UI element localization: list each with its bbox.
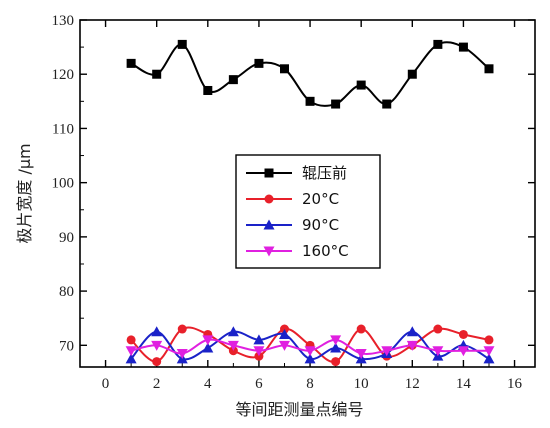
legend-label: 辊压前 — [302, 164, 347, 182]
series-2-point — [483, 353, 495, 364]
series-1-point — [126, 335, 136, 345]
y-tick-label: 90 — [59, 230, 74, 246]
y-tick-label: 70 — [59, 338, 74, 354]
series-0-point — [126, 58, 136, 68]
y-tick-label: 100 — [52, 176, 75, 192]
x-tick-label: 10 — [354, 376, 369, 392]
x-tick-label: 6 — [255, 376, 263, 392]
legend-marker — [263, 246, 275, 257]
y-tick-label: 80 — [59, 284, 74, 300]
series-1-point — [177, 324, 187, 334]
series-3-point — [125, 346, 137, 357]
series-0-point — [177, 39, 187, 49]
legend-marker — [264, 168, 274, 178]
series-1-point — [331, 357, 341, 367]
series-0-point — [484, 64, 494, 74]
series-3-point — [151, 340, 163, 351]
series-0-point — [254, 58, 264, 68]
y-tick-label: 110 — [52, 121, 74, 137]
legend-label: 20°C — [302, 190, 339, 208]
series-1-point — [152, 357, 162, 367]
series-0-point — [382, 99, 392, 109]
series-3-point — [304, 346, 316, 357]
series-2-point — [202, 342, 214, 353]
x-tick-label: 16 — [507, 376, 523, 392]
legend-label: 160°C — [302, 242, 349, 260]
series-3-point — [406, 340, 418, 351]
series-3-point — [457, 346, 469, 357]
legend-marker — [263, 219, 275, 230]
plot-frame — [79, 19, 536, 368]
series-2-point — [304, 353, 316, 364]
series-3-point — [176, 348, 188, 359]
series-3-point — [355, 348, 367, 359]
series-0-point — [433, 39, 443, 49]
x-tick-label: 4 — [204, 376, 212, 392]
series-0-point — [458, 42, 468, 52]
x-tick-label: 12 — [405, 376, 420, 392]
series-0-point — [279, 64, 289, 74]
series-3-point — [227, 340, 239, 351]
series-1-point — [356, 324, 366, 334]
legend-marker — [264, 194, 274, 204]
series-2-point — [330, 342, 342, 353]
y-tick-label: 130 — [52, 13, 75, 29]
series-0-point — [228, 75, 238, 85]
series-1-point — [458, 329, 468, 339]
x-tick-label: 2 — [153, 376, 161, 392]
y-tick-label: 120 — [52, 67, 75, 83]
x-axis-title: 等间距测量点编号 — [235, 400, 363, 419]
legend-label: 90°C — [302, 216, 339, 234]
series-3-point — [278, 340, 290, 351]
x-tick-label: 14 — [456, 376, 472, 392]
series-0-point — [152, 69, 162, 79]
series-3-point — [253, 346, 265, 357]
series-3-point — [432, 346, 444, 357]
series-0-point — [305, 96, 315, 106]
series-0-point — [331, 99, 341, 109]
series-1-point — [433, 324, 443, 334]
legend: 辊压前 20°C 90°C 160°C — [235, 154, 381, 269]
series-3-point — [381, 346, 393, 357]
series-0-point — [407, 69, 417, 79]
series-0-point — [356, 80, 366, 90]
series-2-point — [125, 353, 137, 364]
series-2-point — [278, 328, 290, 339]
series-3-point — [330, 335, 342, 346]
plot-layer: 0 2 4 6 8 10 12 14 16 70 80 90 100 110 120 130 — [52, 13, 536, 392]
x-tick-label: 8 — [306, 376, 314, 392]
series-2-point — [227, 326, 239, 337]
series-0-point — [203, 85, 213, 95]
series-2-point — [406, 326, 418, 337]
series-3-point — [202, 335, 214, 346]
series-2-point — [253, 334, 265, 345]
series-2-point — [151, 326, 163, 337]
series-1-point — [484, 335, 494, 345]
y-axis-title: 极片宽度 /μm — [15, 143, 34, 243]
series-3-point — [483, 346, 495, 357]
x-tick-label: 0 — [102, 376, 110, 392]
